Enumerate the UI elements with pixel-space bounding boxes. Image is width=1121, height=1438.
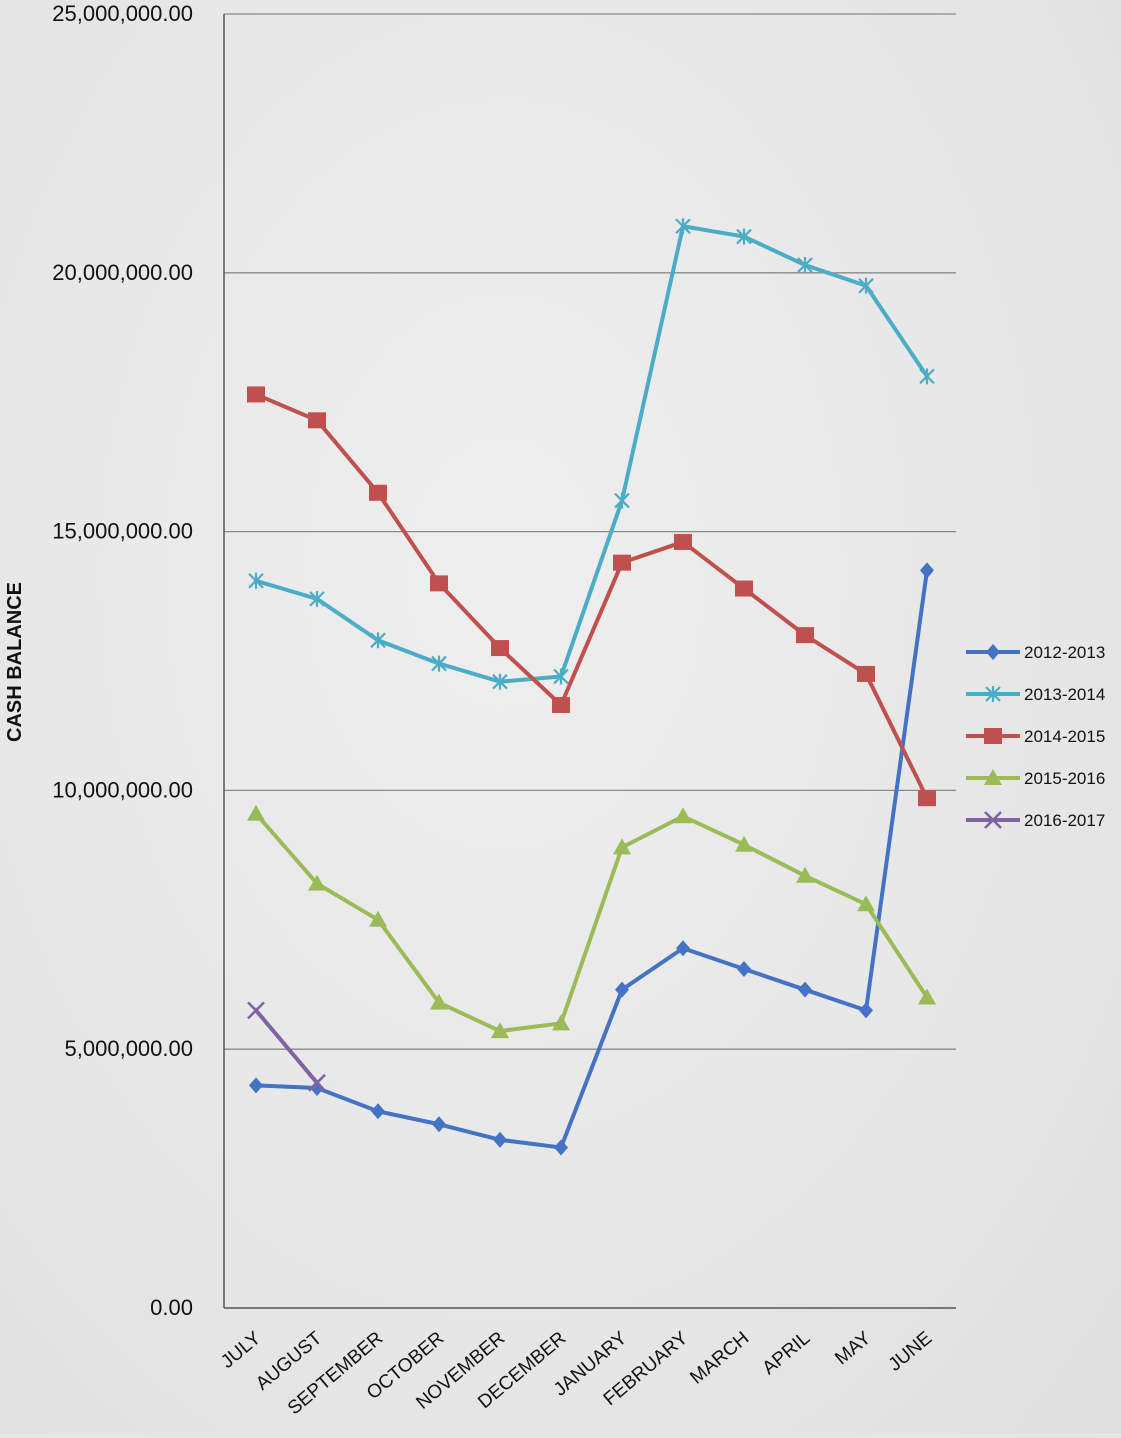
data-point <box>492 673 508 690</box>
y-tick-label: 0.00 <box>150 1295 193 1320</box>
data-point <box>248 572 264 589</box>
data-point <box>614 492 630 509</box>
data-point <box>796 627 814 644</box>
series-line <box>254 1008 319 1085</box>
data-point <box>247 1001 265 1020</box>
data-point <box>919 368 935 385</box>
data-point <box>918 988 936 1005</box>
legend-item: 2014-2015 <box>966 727 1105 746</box>
series-line <box>254 392 929 801</box>
data-point <box>675 218 691 235</box>
x-tick-label: APRIL <box>759 1328 815 1379</box>
series-2012-2013 <box>249 562 934 1156</box>
y-tick-label: 15,000,000.00 <box>52 519 193 544</box>
data-point <box>491 1022 509 1039</box>
series-2016-2017 <box>247 1001 326 1092</box>
data-point <box>984 811 1002 829</box>
y-tick-label: 25,000,000.00 <box>52 1 193 26</box>
legend-label: 2014-2015 <box>1024 727 1105 746</box>
legend-label: 2013-2014 <box>1024 685 1105 704</box>
data-point <box>493 1131 507 1148</box>
data-point <box>430 993 448 1010</box>
data-point <box>735 580 753 597</box>
series-2014-2015 <box>247 386 936 807</box>
data-point <box>797 257 813 274</box>
data-point <box>553 668 569 685</box>
data-point <box>984 728 1002 744</box>
data-point <box>308 874 326 891</box>
series-line <box>254 568 929 1150</box>
data-point <box>613 554 631 571</box>
data-point <box>798 981 812 998</box>
data-point <box>984 769 1002 785</box>
data-point <box>249 1077 263 1094</box>
data-point <box>613 838 631 855</box>
data-point <box>920 562 934 579</box>
data-point <box>310 1080 324 1097</box>
x-tick-label: MAY <box>831 1328 875 1370</box>
data-point <box>737 960 751 977</box>
data-point <box>432 1116 446 1133</box>
y-tick-label: 10,000,000.00 <box>52 777 193 802</box>
y-tick-label: 5,000,000.00 <box>65 1036 193 1061</box>
data-point <box>676 940 690 957</box>
data-point <box>674 533 692 550</box>
data-point <box>796 866 814 883</box>
data-point <box>247 804 265 821</box>
series-2015-2016 <box>247 804 936 1039</box>
series-line <box>254 224 929 684</box>
series-line <box>254 811 929 1034</box>
y-tick-label: 20,000,000.00 <box>52 260 193 285</box>
data-point <box>308 1073 326 1092</box>
series-2013-2014 <box>248 218 935 690</box>
data-point <box>430 575 448 592</box>
data-point <box>552 696 570 713</box>
data-point <box>985 686 1001 702</box>
legend-item: 2016-2017 <box>966 811 1105 830</box>
data-point <box>308 412 326 429</box>
data-point <box>859 1002 873 1019</box>
legend-label: 2015-2016 <box>1024 769 1105 788</box>
data-point <box>369 484 387 501</box>
data-point <box>674 807 692 824</box>
data-point <box>986 644 1000 660</box>
legend-label: 2016-2017 <box>1024 811 1105 830</box>
x-tick-label: MARCH <box>686 1328 753 1389</box>
data-point <box>552 1014 570 1031</box>
legend-item: 2013-2014 <box>966 685 1105 704</box>
data-point <box>918 790 936 807</box>
data-point <box>431 655 447 672</box>
data-point <box>735 835 753 852</box>
data-point <box>370 632 386 649</box>
data-point <box>491 640 509 657</box>
data-point <box>247 386 265 403</box>
x-tick-label: JUNE <box>885 1328 937 1376</box>
data-point <box>857 895 875 912</box>
legend-item: 2012-2013 <box>966 643 1105 662</box>
x-tick-label: JULY <box>217 1328 265 1373</box>
data-point <box>615 981 629 998</box>
data-point <box>857 665 875 682</box>
data-point <box>736 228 752 245</box>
data-point <box>309 590 325 607</box>
data-point <box>554 1139 568 1156</box>
data-point <box>858 277 874 294</box>
legend-item: 2015-2016 <box>966 769 1105 788</box>
legend-label: 2012-2013 <box>1024 643 1105 662</box>
data-point <box>369 910 387 927</box>
y-axis-title: CASH BALANCE <box>4 582 26 742</box>
data-point <box>371 1103 385 1120</box>
